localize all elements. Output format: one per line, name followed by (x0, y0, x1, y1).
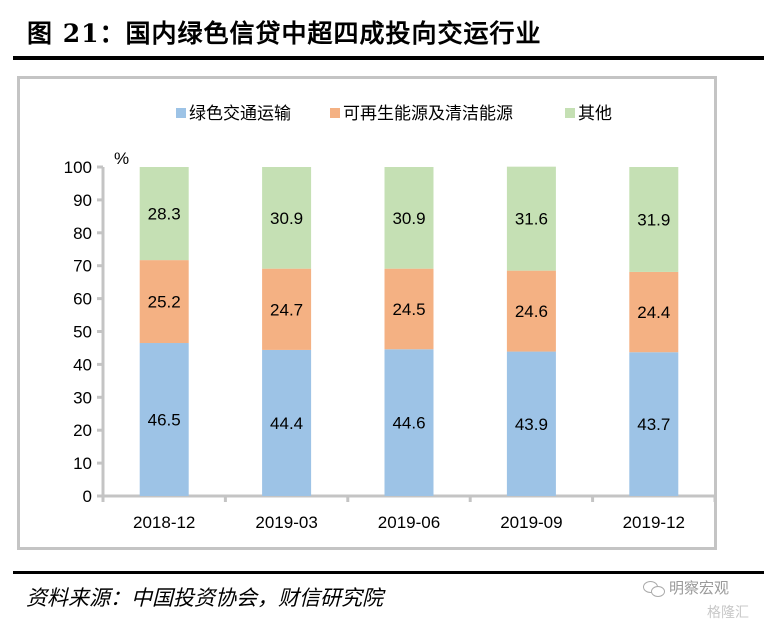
bar-2019-12-series-2 (629, 167, 679, 272)
data-label: 30.9 (270, 209, 303, 228)
bar-2019-06-series-2 (384, 167, 434, 269)
bar-2019-03-series-2 (262, 167, 312, 269)
data-label: 24.6 (515, 302, 548, 321)
data-label: 24.7 (270, 300, 303, 319)
y-tick-label: 90 (73, 191, 92, 210)
bar-2019-09-series-0 (506, 351, 556, 496)
figure-title: 图 21：国内绿色信贷中超四成投向交运行业 (27, 19, 542, 48)
bar-2019-09-series-2 (506, 166, 556, 271)
bar-2018-12-series-2 (139, 167, 189, 261)
wechat-icon (643, 580, 665, 597)
legend-swatch-0 (176, 108, 186, 118)
legend-label-0: 绿色交通运输 (189, 104, 291, 124)
legend-label-2: 其他 (578, 104, 612, 124)
x-tick-label: 2019-03 (255, 513, 317, 532)
legend-swatch-1 (330, 108, 340, 118)
y-tick-label: 10 (73, 454, 92, 473)
y-tick-label: 40 (73, 355, 92, 374)
source-note: 资料来源：中国投资协会，财信研究院 (26, 586, 383, 610)
y-tick-label: 30 (73, 388, 92, 407)
data-label: 46.5 (148, 411, 181, 430)
bar-2019-09-series-1 (506, 270, 556, 352)
data-label: 43.7 (637, 415, 670, 434)
data-label: 28.3 (148, 205, 181, 224)
bar-2019-12-series-0 (629, 352, 679, 496)
legend-label-1: 可再生能源及清洁能源 (343, 104, 513, 124)
data-label: 25.2 (148, 293, 181, 312)
bar-2018-12-series-1 (139, 260, 189, 344)
y-tick-label: 50 (73, 323, 92, 342)
data-label: 44.4 (270, 414, 303, 433)
y-tick-label: 0 (83, 487, 92, 506)
data-label: 43.9 (515, 415, 548, 434)
bar-2019-03-series-1 (262, 268, 312, 350)
x-tick-label: 2019-12 (623, 513, 685, 532)
legend-swatch-2 (565, 108, 575, 118)
watermark: 明察宏观 (643, 577, 729, 598)
bar-2019-12-series-1 (629, 271, 679, 353)
y-tick-label: 80 (73, 224, 92, 243)
bar-2019-03-series-0 (262, 349, 312, 496)
data-label: 31.9 (637, 210, 670, 229)
x-tick-label: 2018-12 (133, 513, 195, 532)
x-tick-label: 2019-06 (378, 513, 440, 532)
x-tick-label: 2019-09 (500, 513, 562, 532)
data-label: 24.5 (392, 300, 425, 319)
watermark-text: 明察宏观 (669, 579, 730, 597)
watermark-secondary: 格隆汇 (707, 605, 749, 621)
data-label: 44.6 (392, 414, 425, 433)
data-label: 31.6 (515, 210, 548, 229)
y-axis-unit: % (114, 149, 129, 168)
y-tick-label: 20 (73, 421, 92, 440)
data-label: 30.9 (392, 209, 425, 228)
bar-2019-06-series-1 (384, 268, 434, 350)
bottom-rule (13, 571, 764, 574)
chart-frame (17, 76, 717, 550)
y-tick-label: 70 (73, 257, 92, 276)
bar-2018-12-series-0 (139, 343, 189, 496)
top-rule (13, 56, 764, 60)
y-tick-label: 60 (73, 290, 92, 309)
y-tick-label: 100 (64, 158, 92, 177)
data-label: 24.4 (637, 303, 670, 322)
bar-2019-06-series-0 (384, 349, 434, 496)
